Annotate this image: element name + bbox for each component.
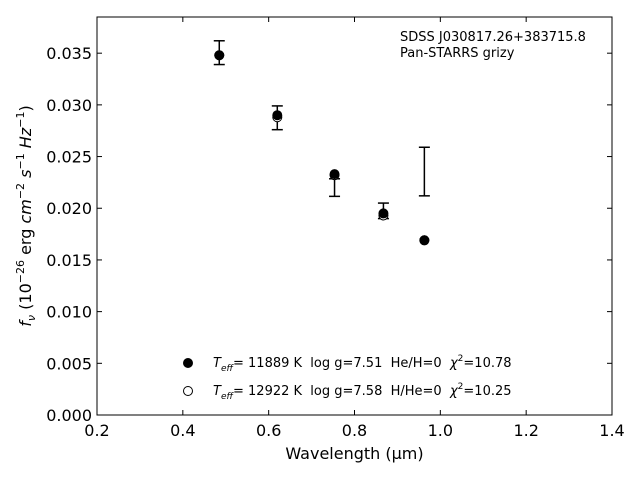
filled-model-point — [214, 50, 225, 61]
y-tick-label: 0.020 — [46, 199, 92, 218]
y-tick-label: 0.010 — [46, 303, 92, 322]
y-tick-label: 0.030 — [46, 96, 92, 115]
x-tick-label: 0.8 — [342, 421, 367, 440]
x-tick-label: 1.0 — [428, 421, 453, 440]
legend: Teff= 11889 K log g=7.51 He/H=0 χ2=10.78… — [183, 354, 512, 402]
legend-entry-1: Teff= 11889 K log g=7.51 He/H=0 χ2=10.78 — [213, 354, 512, 374]
survey-annotation: Pan-STARRS grizy — [400, 46, 515, 61]
object-name-annotation: SDSS J030817.26+383715.8 — [400, 30, 586, 45]
errorbar-y — [418, 146, 430, 197]
x-tick-label: 0.6 — [256, 421, 281, 440]
y-axis-label: fν (10−26 erg cm−2 s−1 Hz−1) — [14, 105, 38, 326]
y-tick-label: 0.015 — [46, 251, 92, 270]
model-markers — [214, 50, 430, 246]
x-tick-label: 1.2 — [513, 421, 538, 440]
legend-marker-filled — [183, 358, 193, 368]
x-tick-label: 1.4 — [599, 421, 624, 440]
filled-model-point — [378, 208, 389, 219]
filled-model-point — [419, 235, 430, 246]
x-axis-label: Wavelength (μm) — [285, 444, 423, 463]
axis-ticks: 0.2 0.4 0.6 0.8 1.0 1.2 1.4 0.000 0.005 0.010 0.01… — [46, 17, 625, 440]
legend-entry-2: Teff= 12922 K log g=7.58 H/He=0 χ2=10.25 — [213, 382, 512, 402]
x-tick-label: 0.4 — [170, 421, 195, 440]
y-tick-label: 0.035 — [46, 44, 92, 63]
y-tick-label: 0.025 — [46, 148, 92, 167]
filled-model-point — [329, 169, 340, 180]
legend-marker-open — [183, 386, 193, 396]
filled-model-point — [272, 110, 283, 121]
y-tick-label: 0.000 — [46, 406, 92, 425]
y-tick-label: 0.005 — [46, 354, 92, 373]
x-tick-label: 0.2 — [84, 421, 109, 440]
